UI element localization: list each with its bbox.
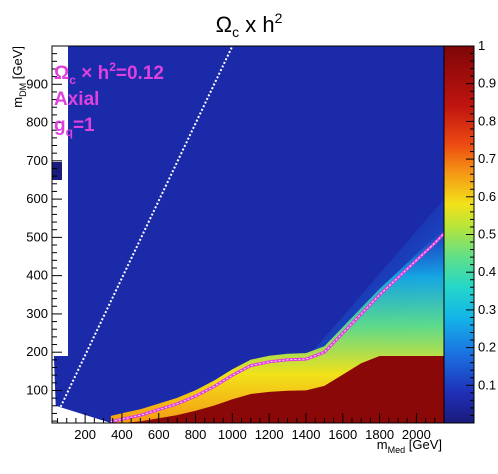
x-tick-label: 1000 — [218, 427, 247, 442]
x-tick-label: 800 — [185, 427, 207, 442]
y-tick-label: 900 — [26, 76, 48, 91]
heatmap-high-region — [110, 356, 444, 423]
colorbar-tick-label: 0.3 — [478, 302, 496, 317]
colorbar-tick-label: 0.1 — [478, 377, 496, 392]
x-tick-label: 1800 — [365, 427, 394, 442]
x-tick-label: 2000 — [402, 427, 431, 442]
y-tick-label: 300 — [26, 306, 48, 321]
x-tick-label: 1200 — [255, 427, 284, 442]
chart-title: Ωc x h2 — [216, 10, 283, 40]
y-axis-label: mDM [GeV] — [10, 46, 28, 108]
x-tick-label: 400 — [111, 427, 133, 442]
colorbar-tick-label: 0.4 — [478, 264, 496, 279]
y-tick-label: 200 — [26, 344, 48, 359]
colorbar-tick-label: 0.8 — [478, 113, 496, 128]
colorbar-tick-label: 0.6 — [478, 189, 496, 204]
diagonal-reference-line — [52, 46, 234, 423]
annotation-quark-coupling: gq=1 — [54, 115, 95, 139]
heatmap-area — [52, 46, 444, 423]
y-tick-label: 700 — [26, 153, 48, 168]
relic-contour-line-core — [110, 233, 444, 423]
colorbar-tick-label: 0.7 — [478, 151, 496, 166]
x-axis-label: mMed [GeV] — [377, 437, 442, 455]
y-tick-label: 800 — [26, 115, 48, 130]
y-axis-ticks: 100 200 300 400 500 600 700 800 900 — [26, 45, 62, 422]
y-tick-label: 500 — [26, 229, 48, 244]
colorbar-tick-label: 1 — [478, 38, 485, 53]
x-tick-label: 1600 — [328, 427, 357, 442]
x-tick-label: 200 — [74, 427, 96, 442]
x-tick-label: 600 — [148, 427, 170, 442]
y-tick-label: 400 — [26, 268, 48, 283]
heatmap-small-patch — [52, 162, 62, 180]
colorbar-tick-label: 0.9 — [478, 76, 496, 91]
y-tick-label: 600 — [26, 191, 48, 206]
x-tick-label: 1400 — [292, 427, 321, 442]
annotation-relic-density: Ωc × h2=0.12 — [54, 60, 164, 87]
uncovered-region-left — [52, 46, 68, 356]
uncovered-region-low — [52, 302, 111, 423]
x-axis-ticks: 200 400 600 800 1000 1200 1400 1600 1800 2000 — [57, 413, 445, 442]
y-tick-label: 100 — [26, 382, 48, 397]
colorbar-ticks: 0.1 0.2 0.3 0.4 0.5 0.6 0.7 0.8 0.9 1 — [466, 38, 496, 424]
colorbar-tick-label: 0.2 — [478, 340, 496, 355]
colorbar-tick-label: 0.5 — [478, 227, 496, 242]
annotation-coupling-type: Axial — [54, 89, 99, 110]
